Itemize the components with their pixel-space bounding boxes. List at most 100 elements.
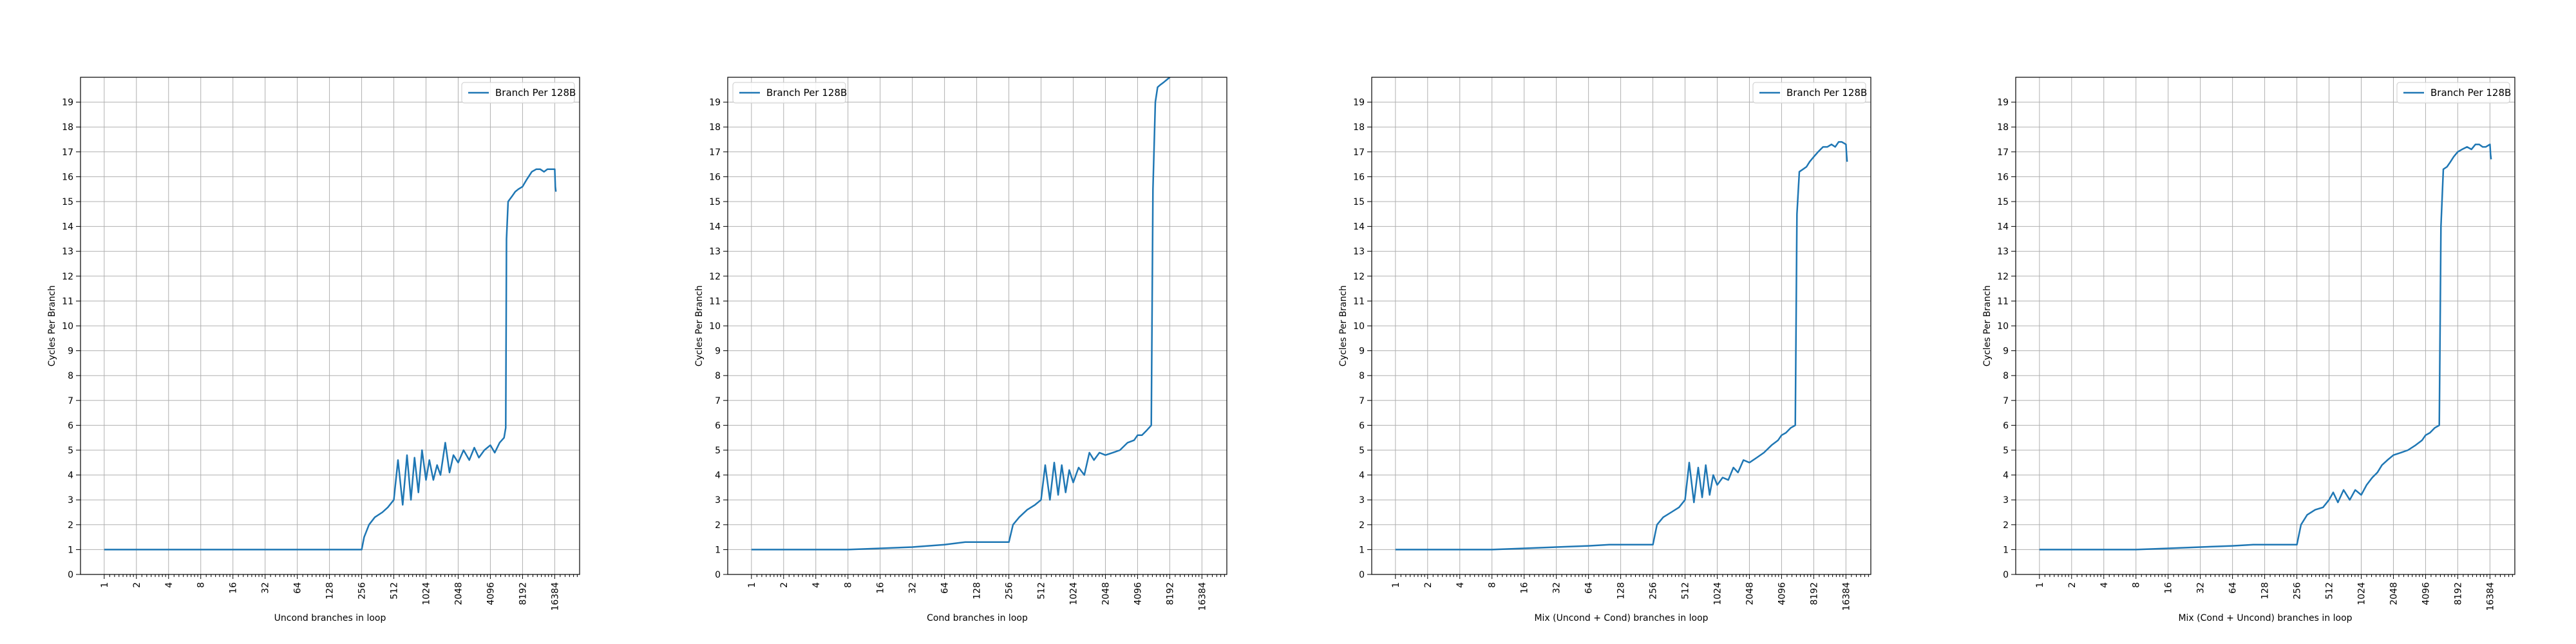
- x-tick-label: 8192: [1165, 582, 1175, 605]
- y-tick-label: 4: [68, 471, 73, 481]
- y-tick-label: 1: [715, 545, 721, 555]
- x-tick-label: 2: [779, 582, 790, 588]
- gridlines: [1372, 77, 1871, 575]
- x-tick-label: 2048: [2389, 582, 2399, 605]
- y-tick-label: 18: [62, 122, 73, 133]
- legend: Branch Per 128B: [2396, 82, 2511, 104]
- x-tick-label: 4096: [486, 582, 496, 605]
- y-tick-label: 13: [709, 247, 721, 257]
- x-tick-label: 1024: [421, 582, 431, 605]
- x-tick-label: 16384: [2485, 582, 2496, 611]
- y-tick-label: 11: [62, 296, 73, 307]
- y-tick-label: 8: [68, 371, 73, 381]
- y-tick-label: 11: [1997, 296, 2009, 307]
- y-tick-label: 8: [2003, 371, 2009, 381]
- x-minor-ticks: [756, 574, 1225, 577]
- y-tick-label: 10: [1353, 321, 1365, 332]
- y-tick-label: 19: [1997, 98, 2009, 108]
- y-axis-title: Cycles Per Branch: [47, 285, 57, 366]
- y-tick-label: 9: [2003, 346, 2009, 357]
- y-tick-label: 14: [1353, 222, 1365, 232]
- x-tick-label: 128: [2260, 582, 2271, 600]
- x-tick-label: 512: [2325, 582, 2335, 600]
- x-tick-label: 4096: [1777, 582, 1787, 605]
- y-tick-label: 5: [715, 446, 721, 456]
- y-tick-label: 8: [715, 371, 721, 381]
- x-minor-ticks: [109, 574, 578, 577]
- legend: Branch Per 128B: [1752, 82, 1867, 104]
- x-axis-title: Mix (Cond + Uncond) branches in loop: [2178, 613, 2352, 623]
- x-tick-label: 2048: [453, 582, 464, 605]
- gridlines: [80, 77, 580, 575]
- y-tick-label: 19: [1353, 98, 1365, 108]
- legend-label: Branch Per 128B: [2430, 87, 2511, 99]
- y-tick-label: 0: [715, 570, 721, 580]
- x-tick-label: 16: [1520, 582, 1530, 594]
- x-tick-label: 512: [1681, 582, 1691, 600]
- x-tick-label: 64: [1584, 582, 1595, 594]
- x-tick-label: 8: [2132, 582, 2142, 588]
- y-tick-label: 13: [1353, 247, 1365, 257]
- legend-box: [732, 82, 846, 104]
- y-axis-title: Cycles Per Branch: [1982, 285, 1993, 366]
- x-tick-label: 1: [1391, 582, 1401, 588]
- x-tick-label: 16384: [550, 582, 560, 611]
- y-tick-label: 17: [1353, 147, 1365, 158]
- y-tick-label: 10: [1997, 321, 2009, 332]
- x-tick-label: 8192: [518, 582, 528, 605]
- y-tick-label: 18: [1353, 122, 1365, 133]
- y-tick-label: 5: [68, 446, 73, 456]
- x-tick-label: 32: [1552, 582, 1562, 594]
- y-tick-label: 3: [1359, 495, 1365, 506]
- legend-box: [2396, 82, 2510, 104]
- y-tick-label: 18: [709, 122, 721, 133]
- y-tick-label: 16: [1353, 172, 1365, 182]
- x-axis: 1 2 4 8 16 32 64 128 256 512 1024 2048 4096 8192 16384: [100, 574, 560, 611]
- x-tick-label: 2: [132, 582, 142, 588]
- y-tick-label: 6: [2003, 421, 2009, 431]
- y-tick-label: 6: [1359, 421, 1365, 431]
- plot-frame: [1371, 77, 1871, 575]
- series-line: [104, 168, 557, 551]
- x-tick-label: 8: [1488, 582, 1498, 588]
- x-tick-label: 4096: [2421, 582, 2431, 605]
- x-tick-label: 64: [940, 582, 951, 594]
- series-line: [751, 77, 1171, 551]
- x-tick-label: 2: [2067, 582, 2078, 588]
- x-tick-label: 16: [2164, 582, 2174, 594]
- legend: Branch Per 128B: [732, 82, 847, 104]
- plot-frame: [2015, 77, 2515, 575]
- x-axis: 1 2 4 8 16 32 64 128 256 512 1024 2048 4096 8192 16384: [747, 574, 1208, 611]
- y-tick-label: 5: [1359, 446, 1365, 456]
- y-tick-label: 9: [68, 346, 73, 357]
- x-tick-label: 16384: [1841, 582, 1852, 611]
- y-tick-label: 14: [1997, 222, 2009, 232]
- y-tick-label: 2: [1359, 520, 1365, 531]
- y-tick-label: 0: [1359, 570, 1365, 580]
- x-tick-label: 32: [908, 582, 918, 594]
- y-tick-label: 2: [68, 520, 73, 531]
- gridlines: [728, 77, 1227, 575]
- x-tick-label: 256: [357, 582, 368, 600]
- x-tick-label: 256: [1649, 582, 1659, 600]
- legend-label: Branch Per 128B: [766, 87, 847, 99]
- y-tick-label: 19: [709, 98, 721, 108]
- y-tick-label: 15: [709, 197, 721, 207]
- x-tick-label: 32: [2196, 582, 2206, 594]
- y-tick-label: 16: [1997, 172, 2009, 182]
- x-tick-label: 1: [2035, 582, 2045, 588]
- x-tick-label: 4: [811, 582, 822, 588]
- y-tick-label: 11: [709, 296, 721, 307]
- y-tick-label: 0: [2003, 570, 2009, 580]
- y-tick-label: 15: [1353, 197, 1365, 207]
- y-tick-label: 8: [1359, 371, 1365, 381]
- x-tick-label: 8: [844, 582, 854, 588]
- y-tick-label: 15: [62, 197, 73, 207]
- plot-frame: [80, 77, 580, 575]
- plot-frame: [727, 77, 1227, 575]
- x-tick-label: 512: [390, 582, 400, 600]
